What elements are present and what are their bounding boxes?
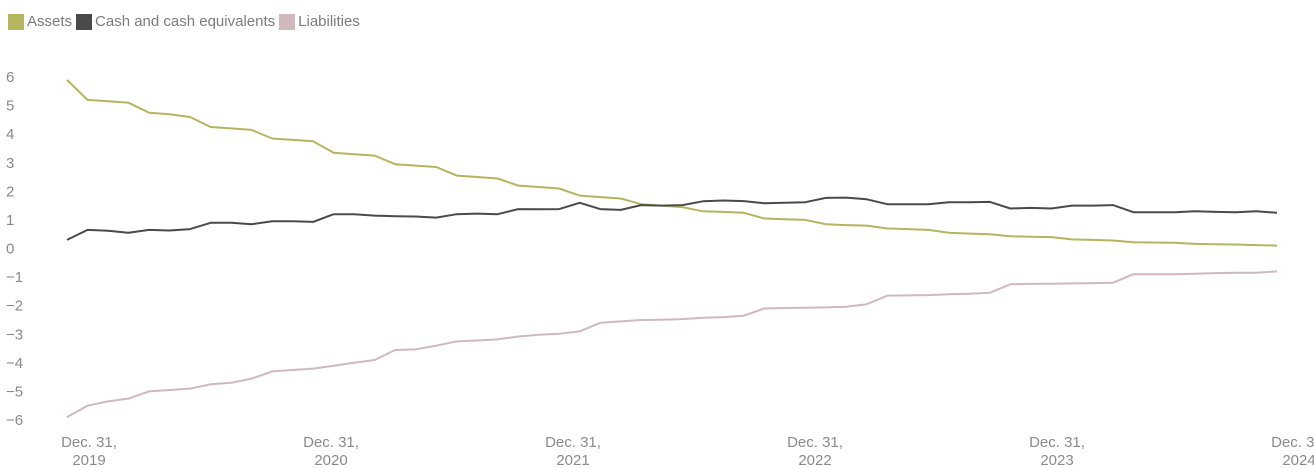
- x-tick-label-line2: 2023: [1040, 452, 1073, 468]
- legend-label-assets: Assets: [27, 13, 73, 30]
- legend-item-assets[interactable]: Assets: [8, 13, 72, 30]
- y-tick-label: 2: [6, 183, 14, 200]
- legend-swatch-liabilities: [279, 13, 296, 30]
- series-layer: [66, 79, 1278, 418]
- x-tick-label: Dec. 31, 2023: [1029, 434, 1085, 468]
- y-tick-label: −6: [6, 412, 23, 429]
- x-tick-label: Dec. 31, 2021: [545, 434, 601, 468]
- legend-label-liabilities: Liabilities: [298, 13, 360, 30]
- y-tick-label: −3: [6, 326, 23, 343]
- y-tick-label: 3: [6, 155, 14, 172]
- y-tick-label: 4: [6, 126, 14, 143]
- legend-label-cash: Cash and cash equivalents: [95, 13, 276, 30]
- x-tick-label-line1: Dec. 31,: [1271, 434, 1314, 451]
- x-tick-label-line2: 2020: [314, 452, 347, 468]
- x-tick-label-line1: Dec. 31,: [303, 434, 359, 451]
- x-tick-label-line2: 2024: [1282, 452, 1314, 468]
- y-tick-label: −4: [6, 355, 23, 372]
- x-tick-label: Dec. 31, 2020: [303, 434, 359, 468]
- y-tick-label: −1: [6, 269, 23, 286]
- series-assets-line[interactable]: [66, 79, 1278, 247]
- series-cash-line[interactable]: [66, 196, 1278, 241]
- chart-legend: Assets Cash and cash equivalents Liabili…: [8, 13, 364, 30]
- x-tick-label-line2: 2021: [556, 452, 589, 468]
- x-tick-label-line1: Dec. 31,: [545, 434, 601, 451]
- y-axis: 6 5 4 3 2 1 0 −1 −2 −3 −4 −5 −6: [6, 69, 23, 429]
- y-tick-label: 6: [6, 69, 14, 86]
- x-tick-label-line1: Dec. 31,: [787, 434, 843, 451]
- y-tick-label: 5: [6, 98, 14, 115]
- x-tick-label: Dec. 31, 2019: [61, 434, 117, 468]
- x-tick-label-line1: Dec. 31,: [61, 434, 117, 451]
- legend-swatch-cash: [76, 13, 93, 30]
- y-tick-label: 1: [6, 212, 14, 229]
- legend-item-cash[interactable]: Cash and cash equivalents: [76, 13, 275, 30]
- y-tick-label: 0: [6, 241, 14, 258]
- x-tick-label-line2: 2022: [798, 452, 831, 468]
- x-tick-label-line2: 2019: [72, 452, 105, 468]
- x-tick-label-line1: Dec. 31,: [1029, 434, 1085, 451]
- series-liabilities-line[interactable]: [66, 270, 1278, 418]
- legend-item-liabilities[interactable]: Liabilities: [279, 13, 360, 30]
- y-tick-label: −5: [6, 383, 23, 400]
- x-tick-label: Dec. 31, 2022: [787, 434, 843, 468]
- y-tick-label: −2: [6, 298, 23, 315]
- legend-swatch-assets: [8, 13, 24, 30]
- x-tick-label: Dec. 31,2024: [1271, 434, 1314, 468]
